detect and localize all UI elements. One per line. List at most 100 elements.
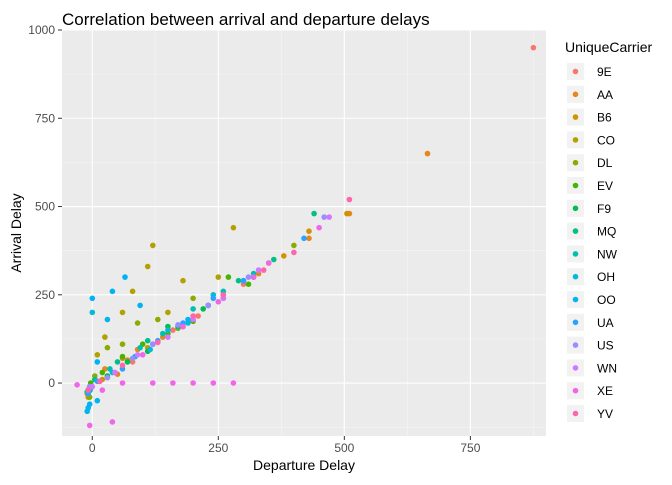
legend-item-oo: OO [567,291,616,308]
data-point [150,341,156,348]
x-axis-label: Departure Delay [253,457,355,473]
legend-label: YV [597,407,613,421]
data-point [150,242,156,249]
data-point [74,382,80,388]
data-point [530,44,537,51]
legend-key-dot [572,114,579,120]
data-point [321,214,328,220]
data-point [137,302,143,309]
legend-key-dot [572,91,579,98]
data-point [104,344,111,351]
data-point [301,235,307,242]
data-point [260,267,267,273]
series-yv [85,196,353,393]
data-point [265,260,272,266]
legend-item-yv: YV [567,405,613,422]
data-point [291,249,297,256]
data-point [190,380,196,386]
y-tick-label: 500 [35,200,55,214]
data-point [97,378,103,385]
legend-item-mq: MQ [567,222,616,240]
data-point [155,339,161,346]
data-point [119,353,126,360]
data-point [147,346,153,353]
data-point [185,316,191,323]
legend-key-dot [572,68,579,75]
grid-major [62,29,546,436]
x-axis: 0 250 500 750 [89,436,481,455]
legend-key-dot [572,137,579,143]
y-axis-label: Arrival Delay [8,193,24,272]
plot-panel [62,30,546,436]
y-tick-label: 1000 [28,23,55,37]
data-point [94,352,101,358]
data-point [346,196,353,203]
x-tick-label: 500 [334,441,354,455]
data-point [94,359,101,365]
data-point [137,344,143,351]
data-point [245,281,252,288]
legend-key-dot [572,228,579,234]
data-point [85,387,91,393]
y-tick-label: 0 [48,376,55,390]
legend-label: WN [597,361,617,375]
legend-item-dl: DL [567,154,613,172]
grid-minor [62,30,546,436]
legend-item-wn: WN [567,359,617,377]
legend-label: UA [597,316,614,330]
data-point [344,210,350,217]
data-point [245,274,252,280]
data-point [109,419,116,425]
data-point [85,405,91,411]
data-point [190,295,196,302]
legend-label: CO [597,133,615,147]
data-point [165,327,171,333]
data-point [255,267,262,273]
data-point [109,288,116,295]
chart-title: Correlation between arrival and departur… [62,10,430,29]
data-point [220,292,227,298]
legend-item-co: CO [567,131,615,149]
data-point [180,323,186,330]
data-point [134,352,141,358]
series-xe [74,224,322,429]
data-point [190,313,196,319]
data-point [114,359,121,365]
data-point [104,316,111,323]
x-tick-label: 750 [460,441,480,455]
legend-label: XE [597,384,613,398]
legend-item-xe: XE [567,382,613,400]
data-point [89,295,96,302]
data-point [160,330,166,337]
data-point [170,380,176,386]
data-point [230,380,237,386]
legend-key-dot [572,296,579,303]
data-point [195,313,201,319]
data-point [210,380,217,386]
data-point [235,277,242,284]
data-point [155,316,161,323]
data-point [86,422,93,429]
data-point [215,299,222,305]
legend-item-ev: EV [567,177,613,194]
data-point [99,387,106,393]
legend-key-dot [572,182,579,189]
data-point [281,253,287,259]
data-point [119,341,126,348]
data-point [291,242,297,249]
data-point [326,214,333,220]
data-point [144,337,151,344]
data-point [104,374,111,381]
legend-key-dot [572,205,579,212]
data-point [271,256,277,263]
data-point [215,274,222,280]
data-point [122,274,128,280]
legend-item-us: US [567,336,614,354]
legend-key-dot [572,342,579,348]
data-point [119,362,126,369]
legend-item-b6: B6 [567,108,612,126]
legend-label: US [597,339,614,353]
data-point [144,263,151,270]
